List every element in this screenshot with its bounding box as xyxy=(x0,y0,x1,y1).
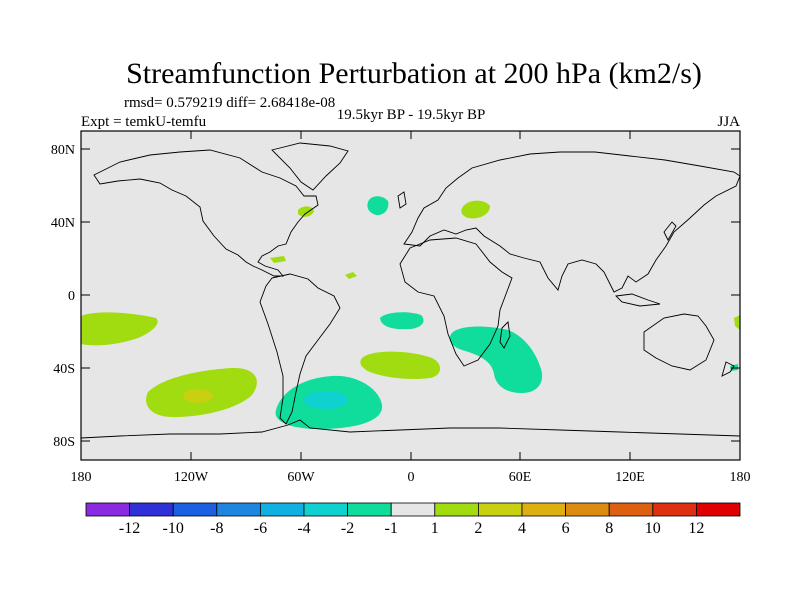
colorbar-label: -8 xyxy=(210,520,223,537)
colorbar-label: 12 xyxy=(688,520,704,537)
lon-label-120e: 120E xyxy=(615,470,645,485)
colorbar-box xyxy=(85,502,130,517)
colorbar-label: -2 xyxy=(341,520,354,537)
stats-text: rmsd= 0.579219 diff= 2.68418e-08 xyxy=(124,95,335,111)
colorbar-box xyxy=(565,502,610,517)
colorbar-box xyxy=(521,502,566,517)
lat-label-80n: 80N xyxy=(51,143,75,158)
colorbar-label: 10 xyxy=(645,520,661,537)
colorbar-label: -1 xyxy=(385,520,398,537)
colorbar-box xyxy=(303,502,348,517)
colorbar-box xyxy=(652,502,697,517)
colorbar-label: -12 xyxy=(119,520,140,537)
contour-negative-equatorial-atlantic xyxy=(380,312,424,330)
coast-africa xyxy=(399,237,513,367)
colorbar-box xyxy=(477,502,523,517)
lon-label-120w: 120W xyxy=(174,470,209,485)
latitude-axis: 80N 40N 0 40S 80S xyxy=(51,143,740,450)
figure-title: Streamfunction Perturbation at 200 hPa (… xyxy=(126,57,702,90)
coast-japan xyxy=(663,221,677,241)
colorbar-box xyxy=(608,502,654,517)
contour-positive-caribbean xyxy=(270,256,286,263)
colorbar-box xyxy=(347,502,392,517)
colorbar-label: 1 xyxy=(431,520,439,537)
lon-label-180e: 180 xyxy=(730,470,751,485)
period-label: 19.5kyr BP - 19.5kyr BP xyxy=(337,107,486,123)
coast-indonesia xyxy=(615,293,661,307)
colorbar-box xyxy=(434,502,479,517)
colorbar-label: -4 xyxy=(297,520,310,537)
contour-positive-south-pacific-east xyxy=(81,312,158,346)
lat-label-40s: 40S xyxy=(53,362,75,377)
colorbar-label: 4 xyxy=(518,520,526,537)
contour-positive-atlantic xyxy=(345,272,357,279)
colorbar-box xyxy=(129,502,174,517)
longitude-axis: 180 120W 60W 0 60E 120E 180 xyxy=(71,131,751,485)
colorbar-box xyxy=(696,502,741,517)
colorbar-labels: -12 -10 -8 -6 -4 -2 -1 1 2 4 6 8 10 12 xyxy=(119,520,704,537)
lat-label-40n: 40N xyxy=(51,216,75,231)
lat-label-0: 0 xyxy=(68,289,75,304)
contour-layer xyxy=(81,196,740,430)
coast-south-america xyxy=(259,273,341,425)
contour-negative-core xyxy=(304,391,348,409)
colorbar xyxy=(85,502,741,517)
contour-positive-south-pacific-west xyxy=(734,315,740,330)
coast-new-zealand xyxy=(721,361,735,377)
colorbar-box xyxy=(172,502,218,517)
contour-positive-europe xyxy=(461,200,490,219)
colorbar-label: -10 xyxy=(163,520,184,537)
colorbar-label: 8 xyxy=(605,520,613,537)
colorbar-box xyxy=(390,502,436,517)
coast-north-america xyxy=(93,149,319,277)
contour-positive-core xyxy=(183,389,213,403)
coast-australia xyxy=(643,313,715,371)
coast-greenland xyxy=(271,142,349,191)
coast-antarctica xyxy=(81,419,740,460)
season-label: JJA xyxy=(717,114,740,130)
coast-eurasia xyxy=(403,151,740,293)
colorbar-label: -6 xyxy=(254,520,267,537)
lon-label-180w: 180 xyxy=(71,470,92,485)
lat-label-80s: 80S xyxy=(53,435,75,450)
coast-uk xyxy=(397,191,407,209)
contour-positive-south-atlantic xyxy=(360,351,441,380)
map-panel xyxy=(80,130,741,461)
contour-negative-north-atlantic xyxy=(367,196,389,216)
colorbar-box xyxy=(216,502,261,517)
lon-label-0: 0 xyxy=(408,470,415,485)
colorbar-label: 6 xyxy=(562,520,570,537)
colorbar-label: 2 xyxy=(474,520,482,537)
coast-madagascar xyxy=(499,321,511,349)
contour-negative-indian-ocean xyxy=(449,326,543,393)
contour-positive-north-america xyxy=(298,206,314,217)
lon-label-60e: 60E xyxy=(509,470,532,485)
coastlines xyxy=(81,142,740,460)
lon-label-60w: 60W xyxy=(287,470,315,485)
experiment-label: Expt = temkU-temfu xyxy=(81,114,207,130)
colorbar-box xyxy=(259,502,305,517)
